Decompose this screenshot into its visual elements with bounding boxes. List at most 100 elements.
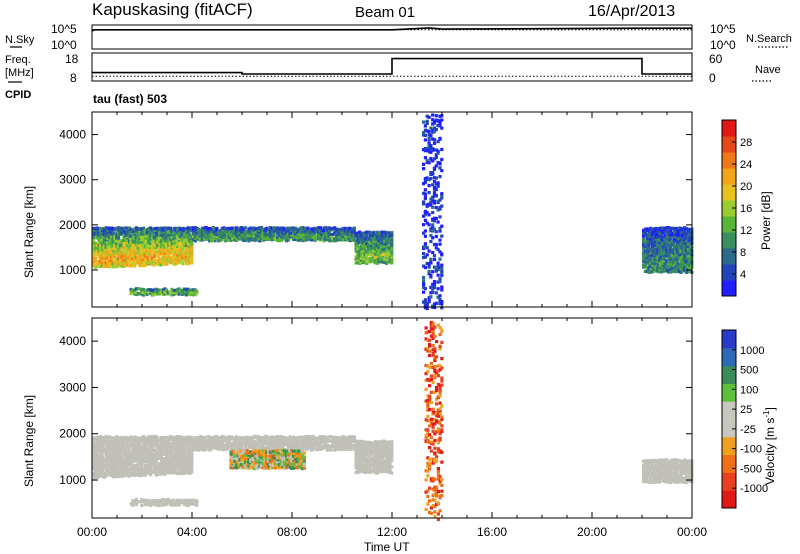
- heatmap-cell: [131, 438, 135, 442]
- heatmap-cell: [284, 226, 289, 231]
- heatmap-cell: [183, 258, 187, 262]
- heatmap-cell: [279, 434, 283, 439]
- heatmap-cell: [190, 438, 194, 442]
- heatmap-cell: [283, 439, 287, 443]
- heatmap-cell: [184, 440, 189, 444]
- heatmap-cell: [95, 262, 99, 266]
- heatmap-cell: [181, 237, 185, 241]
- heatmap-cell: [658, 250, 662, 254]
- heatmap-cell: [140, 232, 144, 236]
- heatmap-cell: [670, 249, 674, 254]
- heatmap-cell: [184, 259, 189, 264]
- heatmap-cell: [677, 237, 681, 241]
- heatmap-cell: [99, 230, 103, 234]
- heatmap-cell: [658, 226, 662, 231]
- heatmap-cell: [131, 468, 135, 472]
- freq-panel-frame: [91, 52, 693, 82]
- heatmap-cell: [133, 252, 137, 256]
- heatmap-cell: [683, 461, 687, 465]
- heatmap-cell: [231, 449, 235, 453]
- heatmap-cell: [665, 469, 669, 473]
- heatmap-cell: [179, 444, 183, 448]
- heatmap-cell: [422, 252, 426, 256]
- heatmap-cell: [381, 439, 385, 443]
- heatmap-cell: [440, 263, 444, 267]
- heatmap-cell: [104, 456, 108, 460]
- heatmap-cell: [242, 230, 246, 234]
- heatmap-cell: [358, 448, 362, 452]
- heatmap-cell: [431, 171, 435, 175]
- heatmap-cell: [284, 448, 289, 452]
- heatmap-cell: [202, 435, 206, 440]
- heatmap-cell: [432, 126, 437, 130]
- heatmap-cell: [377, 440, 381, 444]
- heatmap-cell: [161, 288, 165, 292]
- heatmap-cell: [327, 234, 331, 238]
- heatmap-cell: [245, 442, 249, 446]
- heatmap-cell: [333, 442, 337, 446]
- heatmap-cell: [334, 438, 339, 442]
- heatmap-cell: [358, 455, 362, 459]
- heatmap-cell: [140, 292, 144, 296]
- heatmap-cell: [263, 441, 267, 445]
- heatmap-cell: [423, 218, 427, 222]
- heatmap-cell: [127, 226, 131, 230]
- heatmap-cell: [229, 442, 233, 446]
- heatmap-cell: [268, 435, 272, 439]
- heatmap-cell: [242, 439, 246, 443]
- heatmap-cell: [177, 444, 181, 448]
- heatmap-cell: [432, 280, 437, 284]
- heatmap-cell: [133, 264, 137, 268]
- heatmap-cell: [106, 458, 110, 463]
- heatmap-cell: [158, 446, 162, 450]
- heatmap-cell: [356, 254, 360, 258]
- heatmap-cell: [220, 434, 224, 439]
- heatmap-cell: [659, 228, 664, 232]
- heatmap-cell: [275, 226, 280, 230]
- heatmap-cell: [343, 226, 347, 231]
- heatmap-cell: [383, 238, 387, 243]
- heatmap-cell: [236, 440, 240, 444]
- colorbar-swatch: [722, 280, 736, 297]
- heatmap-cell: [345, 236, 349, 241]
- heatmap-cell: [154, 439, 158, 443]
- heatmap-cell: [127, 249, 131, 253]
- heatmap-cell: [436, 199, 440, 203]
- heatmap-cell: [225, 227, 230, 231]
- heatmap-cell: [100, 237, 105, 241]
- heatmap-cell: [147, 461, 151, 465]
- heatmap-cell: [152, 439, 156, 443]
- heatmap-cell: [200, 234, 205, 238]
- heatmap-cell: [108, 449, 112, 453]
- heatmap-cell: [177, 254, 181, 258]
- heatmap-cell: [652, 267, 656, 272]
- heatmap-cell: [99, 259, 103, 264]
- heatmap-cell: [100, 250, 105, 255]
- heatmap-cell: [186, 445, 190, 449]
- heatmap-cell: [650, 460, 655, 464]
- heatmap-cell: [320, 233, 324, 237]
- heatmap-cell: [136, 445, 140, 449]
- heatmap-cell: [356, 249, 360, 253]
- heatmap-cell: [686, 262, 690, 266]
- heatmap-cell: [99, 461, 103, 465]
- heatmap-cell: [152, 263, 156, 267]
- heatmap-cell: [367, 454, 371, 458]
- heatmap-cell: [92, 446, 96, 450]
- heatmap-cell: [290, 443, 294, 447]
- heatmap-cell: [367, 444, 371, 448]
- heatmap-cell: [338, 234, 342, 238]
- heatmap-cell: [686, 253, 690, 257]
- heatmap-cell: [154, 502, 158, 506]
- heatmap-cell: [386, 233, 390, 237]
- heatmap-cell: [340, 448, 344, 452]
- heatmap-cell: [179, 230, 183, 234]
- heatmap-cell: [292, 445, 296, 449]
- heatmap-cell: [386, 470, 390, 474]
- heatmap-cell: [156, 441, 160, 445]
- heatmap-cell: [650, 462, 655, 466]
- heatmap-cell: [245, 437, 249, 442]
- heatmap-cell: [129, 234, 133, 238]
- heatmap-cell: [652, 256, 656, 260]
- heatmap-cell: [243, 237, 247, 241]
